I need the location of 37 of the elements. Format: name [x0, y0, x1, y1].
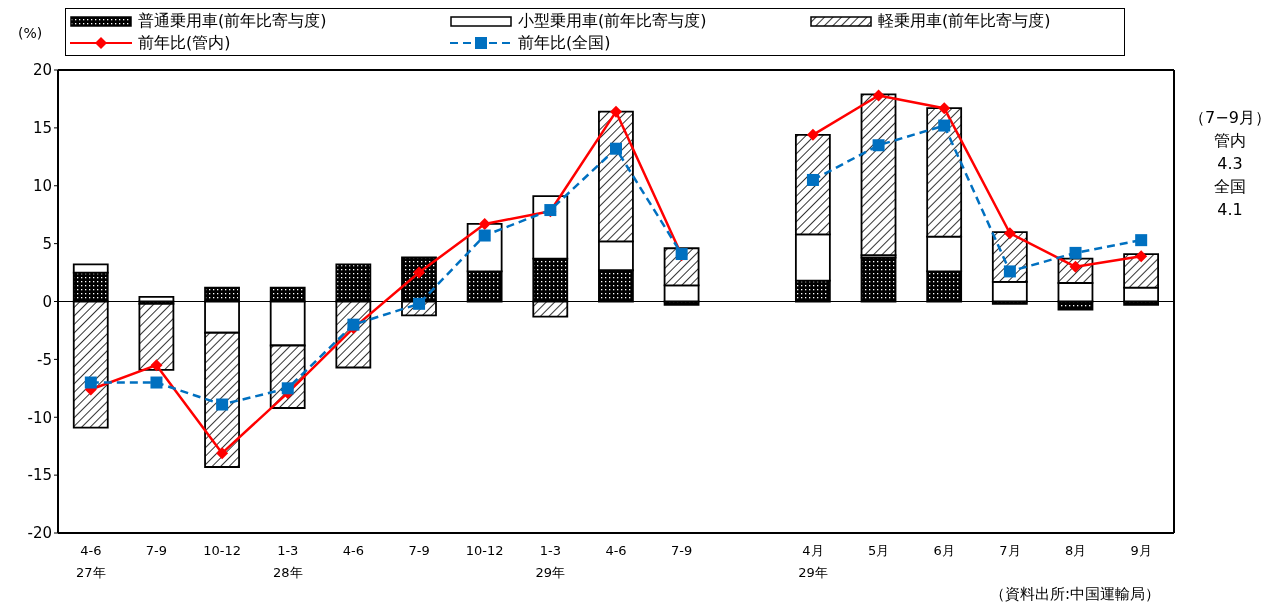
x-tick-label: 10-12 — [203, 543, 242, 558]
x-tick-label: 4-6 — [342, 543, 365, 558]
y-tick-label: 5 — [42, 234, 52, 253]
x-tick-label: 7-9 — [408, 543, 430, 558]
x-tick-label: 1-3 29年 — [535, 543, 566, 580]
y-tick-label: 20 — [32, 61, 52, 80]
text: 管内 — [1213, 130, 1247, 152]
text: 全国 — [1213, 176, 1247, 198]
y-axis-title: (%) — [18, 25, 43, 41]
text: （資料出所:中国運輸局） — [989, 585, 1160, 604]
y-tick-label: -15 — [27, 466, 52, 485]
legend-label: 前年比(全国) — [518, 32, 611, 54]
legend-label: 軽乗用車(前年比寄与度) — [878, 10, 1051, 32]
x-tick-label: 4-6 27年 — [76, 543, 106, 580]
text: 4.3 — [1216, 153, 1244, 175]
x-tick-label: 7-9 — [671, 543, 693, 558]
y-tick-label: 10 — [32, 177, 52, 196]
legend-label: 前年比(管内) — [138, 32, 231, 54]
x-tick-label: 10-12 — [465, 543, 504, 558]
legend-label: 小型乗用車(前年比寄与度) — [518, 10, 707, 32]
y-tick-label: 0 — [42, 292, 52, 311]
x-tick-label: 9月 — [1130, 543, 1152, 558]
x-tick-label: 7-9 — [145, 543, 168, 558]
x-tick-label: 4-6 — [605, 543, 627, 558]
x-tick-label: 6月 — [933, 543, 955, 558]
legend-label: 普通乗用車(前年比寄与度) — [138, 10, 327, 32]
y-tick-label: 15 — [32, 119, 52, 138]
text: 4.1 — [1216, 199, 1244, 221]
x-tick-label: 4月 29年 — [798, 543, 828, 580]
x-tick-label: 5月 — [867, 543, 890, 558]
y-tick-label: -10 — [27, 408, 52, 427]
x-tick-label: 8月 — [1064, 543, 1087, 558]
text: （7−9月） — [1188, 107, 1272, 129]
y-tick-label: -5 — [37, 350, 52, 369]
y-tick-label: -20 — [27, 524, 52, 543]
x-tick-label: 7月 — [999, 543, 1021, 558]
x-tick-label: 1-3 28年 — [272, 543, 303, 580]
